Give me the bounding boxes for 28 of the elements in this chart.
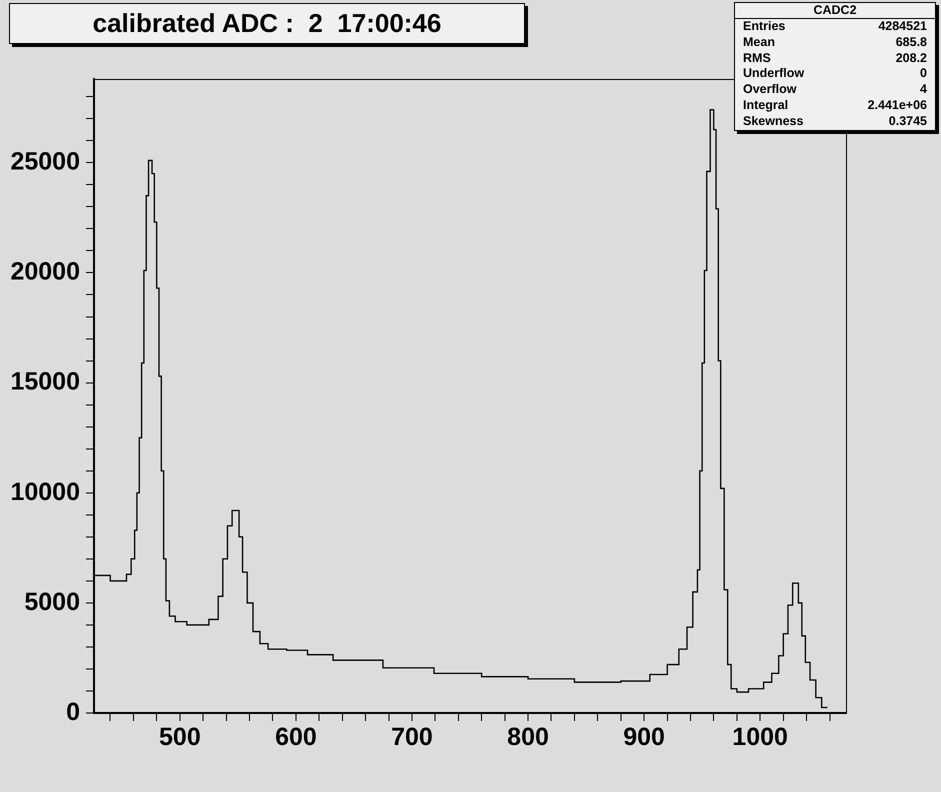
text: 0 xyxy=(920,66,927,82)
y-tick-label: 0 xyxy=(66,698,80,726)
text: 4 xyxy=(920,82,927,98)
x-tick-label: 500 xyxy=(159,722,201,751)
y-tick-label: 20000 xyxy=(10,258,80,286)
text: 4284521 xyxy=(878,19,927,35)
annotation: Integral xyxy=(743,98,788,114)
y-tick-label: 25000 xyxy=(10,148,80,176)
x-tick-label: 600 xyxy=(275,722,317,751)
chart-title: calibrated ADC : 2 17:00:46 xyxy=(9,3,525,44)
text: 0.3745 xyxy=(888,114,927,130)
annotation: Underflow xyxy=(743,66,804,82)
text: Entries xyxy=(743,19,786,35)
annotation: Skewness xyxy=(743,114,804,130)
x-tick-label: 900 xyxy=(623,722,665,751)
text: 208.2 xyxy=(896,50,927,66)
y-tick-label: 10000 xyxy=(10,478,80,506)
x-tick-label: 700 xyxy=(391,722,433,751)
text: 685.8 xyxy=(896,34,927,51)
y-tick-label: 15000 xyxy=(10,368,80,396)
text: RMS xyxy=(743,50,771,66)
annotation: Overflow xyxy=(743,82,796,98)
y-tick-label: 5000 xyxy=(24,588,80,616)
text: Mean xyxy=(743,34,775,51)
x-tick-label: 800 xyxy=(507,722,549,751)
text: 2.441e+06 xyxy=(868,98,927,114)
x-tick-label: 1000 xyxy=(732,722,788,751)
text: CADC2 xyxy=(735,3,935,19)
